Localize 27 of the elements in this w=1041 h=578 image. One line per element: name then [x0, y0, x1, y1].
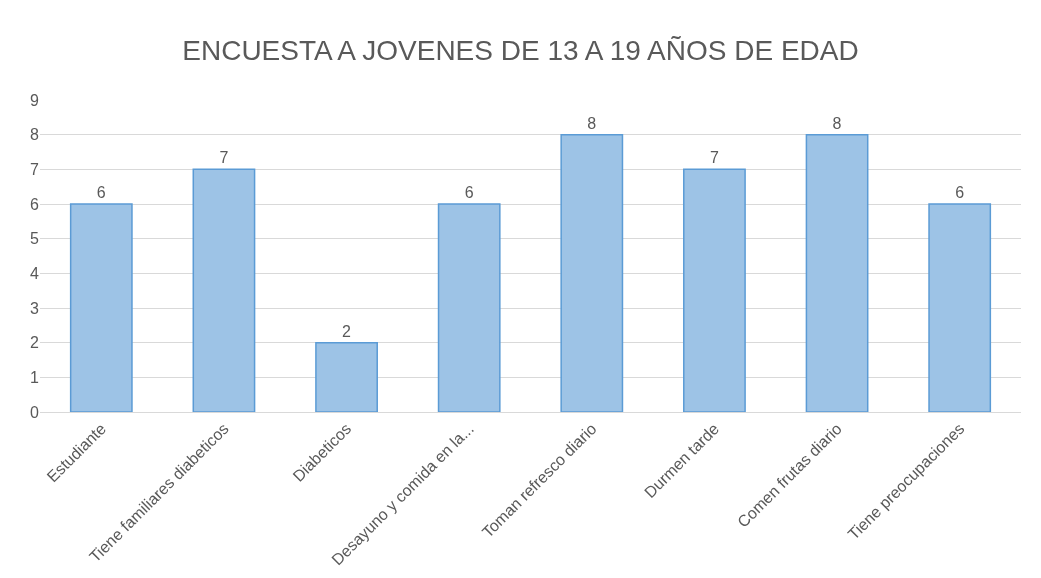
chart-title: ENCUESTA A JOVENES DE 13 A 19 AÑOS DE EDAD [182, 35, 859, 67]
y-tick-label: 8 [30, 126, 40, 144]
bar [192, 168, 256, 412]
y-tick-label: 9 [30, 91, 40, 109]
bar [560, 133, 624, 412]
y-tick-label: 7 [30, 160, 40, 178]
y-tick-label: 0 [30, 403, 40, 421]
data-label: 2 [342, 322, 352, 340]
bar [315, 341, 378, 412]
y-tick-label: 5 [30, 230, 40, 248]
data-label: 7 [219, 149, 229, 167]
bar [928, 203, 992, 412]
data-label: 6 [464, 184, 474, 201]
y-tick-label: 6 [30, 195, 40, 213]
data-label: 6 [96, 184, 106, 201]
y-tick-label: 2 [30, 334, 40, 352]
bar [683, 168, 746, 412]
data-label: 8 [832, 114, 842, 132]
bar [69, 203, 133, 412]
bar [805, 133, 869, 412]
y-tick-label: 4 [30, 264, 40, 282]
data-label: 8 [587, 114, 597, 132]
bar [437, 203, 501, 412]
y-tick-label: 1 [30, 368, 40, 386]
data-label: 7 [709, 149, 719, 167]
y-tick-label: 3 [30, 299, 40, 317]
data-label: 6 [955, 184, 965, 201]
